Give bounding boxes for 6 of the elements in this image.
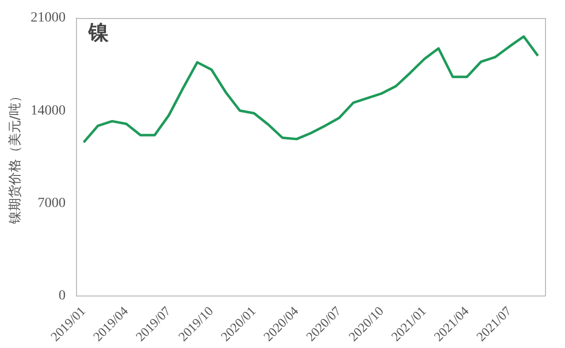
y-tick-label: 14000: [30, 103, 66, 118]
y-tick-label: 21000: [30, 10, 66, 26]
chart-title: 镍: [88, 20, 110, 44]
y-axis-title: 镍期货价格（美元/吨）: [7, 90, 24, 226]
y-tick-label: 7000: [38, 196, 66, 211]
y-tick-label: 0: [58, 288, 66, 304]
